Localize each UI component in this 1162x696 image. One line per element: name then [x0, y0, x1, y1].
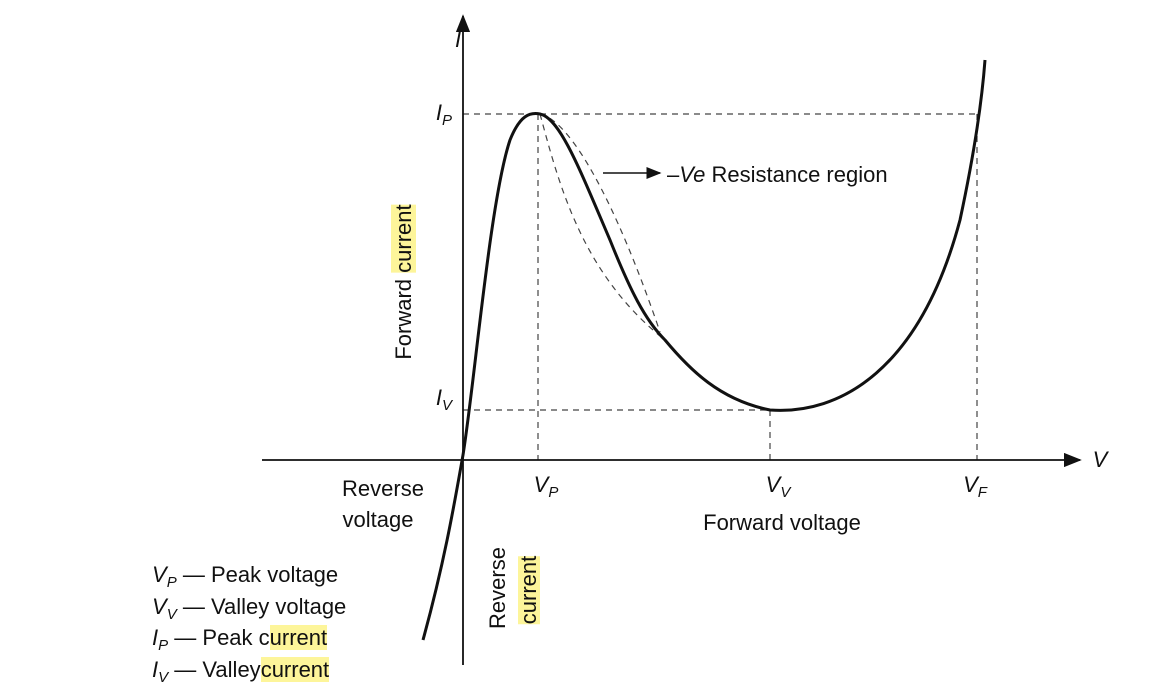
x-marker: VP: [533, 472, 559, 501]
forward-current-label: Forward current: [391, 204, 416, 360]
forward-current-highlight: current: [391, 204, 416, 273]
legend-symbol: I: [152, 656, 159, 682]
reverse-voltage-line: voltage: [342, 507, 414, 532]
reverse-current-text: Reverse: [485, 547, 510, 629]
forward-voltage-label: Forward voltage: [703, 510, 861, 535]
legend-sub: V: [158, 668, 169, 686]
y-axis-label: I: [454, 27, 462, 52]
reverse-voltage-line: Reverse: [342, 476, 424, 501]
x-marker-symbol: V: [533, 472, 549, 497]
y-marker-symbol: I: [435, 100, 443, 125]
y-marker-symbol: I: [435, 385, 443, 410]
reverse-current-highlight: current: [516, 555, 541, 625]
legend-sub: P: [166, 574, 177, 591]
legend-row: VP — Peak voltage: [152, 562, 339, 591]
legend-text: Valley: [202, 656, 261, 682]
legend-dash: —: [174, 625, 197, 650]
legend-symbol: V: [152, 562, 167, 587]
y-marker-sub: P: [442, 112, 453, 129]
y-marker: IP: [435, 100, 453, 129]
x-marker: VV: [765, 472, 791, 501]
x-marker-sub: V: [780, 484, 791, 501]
legend-text: Valley voltage: [210, 593, 347, 619]
legend-text: Peak c: [202, 625, 270, 650]
legend-row: IP — Peak current: [152, 625, 328, 654]
x-marker-sub: F: [977, 484, 987, 501]
y-marker: IV: [435, 385, 453, 414]
legend-row: IV — Valleycurrent: [152, 656, 330, 686]
legend-dash: —: [182, 593, 205, 619]
forward-current-text: Forward: [391, 278, 416, 360]
iv-curve: [421, 59, 987, 641]
x-marker: VF: [963, 472, 987, 501]
y-marker-sub: V: [442, 397, 453, 414]
guide-lines: [463, 113, 978, 460]
x-marker-sub: P: [548, 484, 559, 501]
x-marker-symbol: V: [963, 472, 978, 497]
legend-highlight: current: [260, 656, 330, 682]
legend-dash: —: [174, 656, 197, 682]
legend-highlight: urrent: [269, 625, 328, 650]
annotation-text: Resistance region: [711, 162, 888, 187]
annotation-italic: Ve: [679, 162, 706, 187]
legend-symbol: I: [152, 625, 159, 650]
x-axis-label: V: [1092, 447, 1108, 472]
legend-row: VV — Valley voltage: [152, 593, 347, 623]
annotation: –Ve Resistance region: [667, 164, 888, 186]
annotation-prefix: –: [667, 162, 680, 187]
legend-sub: V: [166, 605, 177, 623]
legend-dash: —: [182, 562, 205, 587]
legend-sub: P: [158, 637, 169, 654]
legend-text: Peak voltage: [210, 562, 339, 587]
legend-symbol: V: [152, 593, 167, 619]
x-marker-symbol: V: [765, 472, 781, 497]
